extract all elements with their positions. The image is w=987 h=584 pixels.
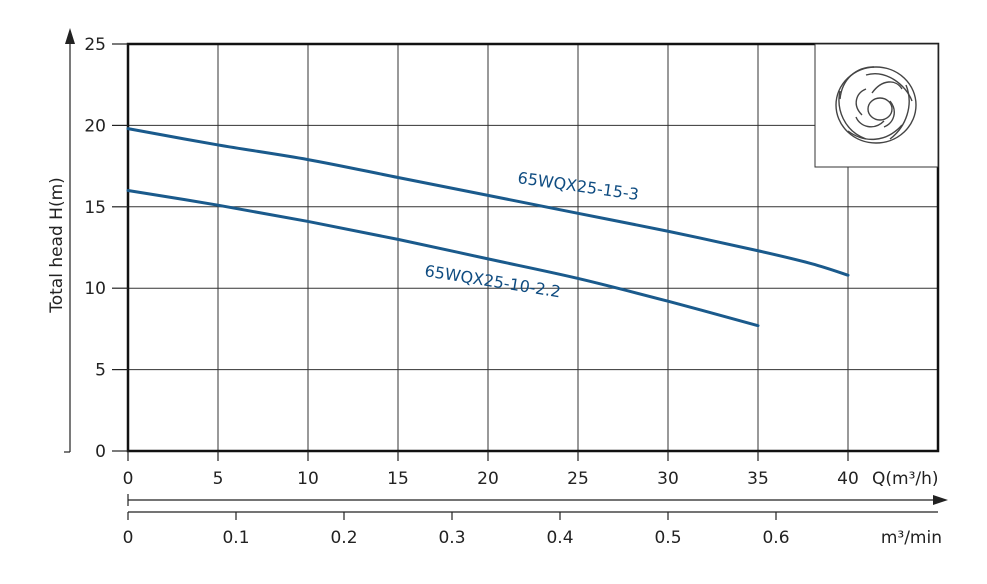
series-layer bbox=[126, 127, 850, 328]
x2-tick-label: 0.2 bbox=[330, 528, 357, 548]
impeller-inset bbox=[814, 43, 939, 168]
x-tick-label: 5 bbox=[213, 469, 224, 489]
y-axis-arrowhead bbox=[65, 28, 75, 44]
x-tick-label: 10 bbox=[297, 469, 319, 489]
x-tick-label: 35 bbox=[747, 469, 769, 489]
x2-tick-label: 0.6 bbox=[762, 528, 789, 548]
x-tick-label: 0 bbox=[123, 469, 134, 489]
x-tick-label: 20 bbox=[477, 469, 499, 489]
y-tick-labels: 0 5 10 15 20 25 bbox=[84, 35, 128, 462]
plot-frame bbox=[126, 42, 940, 453]
x-axis-title: Q(m³/h) bbox=[872, 469, 939, 489]
grid-lines bbox=[128, 44, 938, 451]
y-tick-label: 15 bbox=[84, 198, 106, 218]
series-line-65wqx25-10-2.2 bbox=[126, 189, 760, 328]
y-axis-title: Total head H(m) bbox=[47, 177, 67, 314]
impeller-icon bbox=[835, 66, 917, 144]
series-label-65wqx25-10-2.2: 65WQX25-10-2.2 bbox=[423, 261, 562, 301]
x2-tick-label: 0.4 bbox=[546, 528, 573, 548]
y-tick-label: 20 bbox=[84, 116, 106, 136]
y-tick-label: 5 bbox=[95, 361, 106, 381]
x-axis-primary-arrowhead bbox=[933, 495, 948, 505]
x-tick-label: 25 bbox=[567, 469, 589, 489]
impeller-inset-frame bbox=[814, 43, 939, 168]
series-line-65wqx25-15-3 bbox=[126, 127, 850, 277]
x-axis-primary bbox=[127, 494, 948, 506]
x-tick-label: 40 bbox=[837, 469, 859, 489]
x2-tick-label: 0.3 bbox=[438, 528, 465, 548]
x2-axis-title: m³/min bbox=[881, 528, 942, 548]
y-tick-label: 10 bbox=[84, 279, 106, 299]
x2-tick-labels: 0 0.1 0.2 0.3 0.4 0.5 0.6 bbox=[123, 512, 790, 548]
x2-tick-label: 0 bbox=[123, 528, 134, 548]
y-tick-label: 0 bbox=[95, 442, 106, 462]
x2-tick-label: 0.5 bbox=[654, 528, 681, 548]
x-tick-label: 30 bbox=[657, 469, 679, 489]
y-tick-label: 25 bbox=[84, 35, 106, 55]
x-tick-labels: 0 5 10 15 20 25 30 35 40 bbox=[123, 451, 859, 489]
x2-tick-label: 0.1 bbox=[222, 528, 249, 548]
x-tick-label: 15 bbox=[387, 469, 409, 489]
y-axis bbox=[64, 28, 75, 453]
